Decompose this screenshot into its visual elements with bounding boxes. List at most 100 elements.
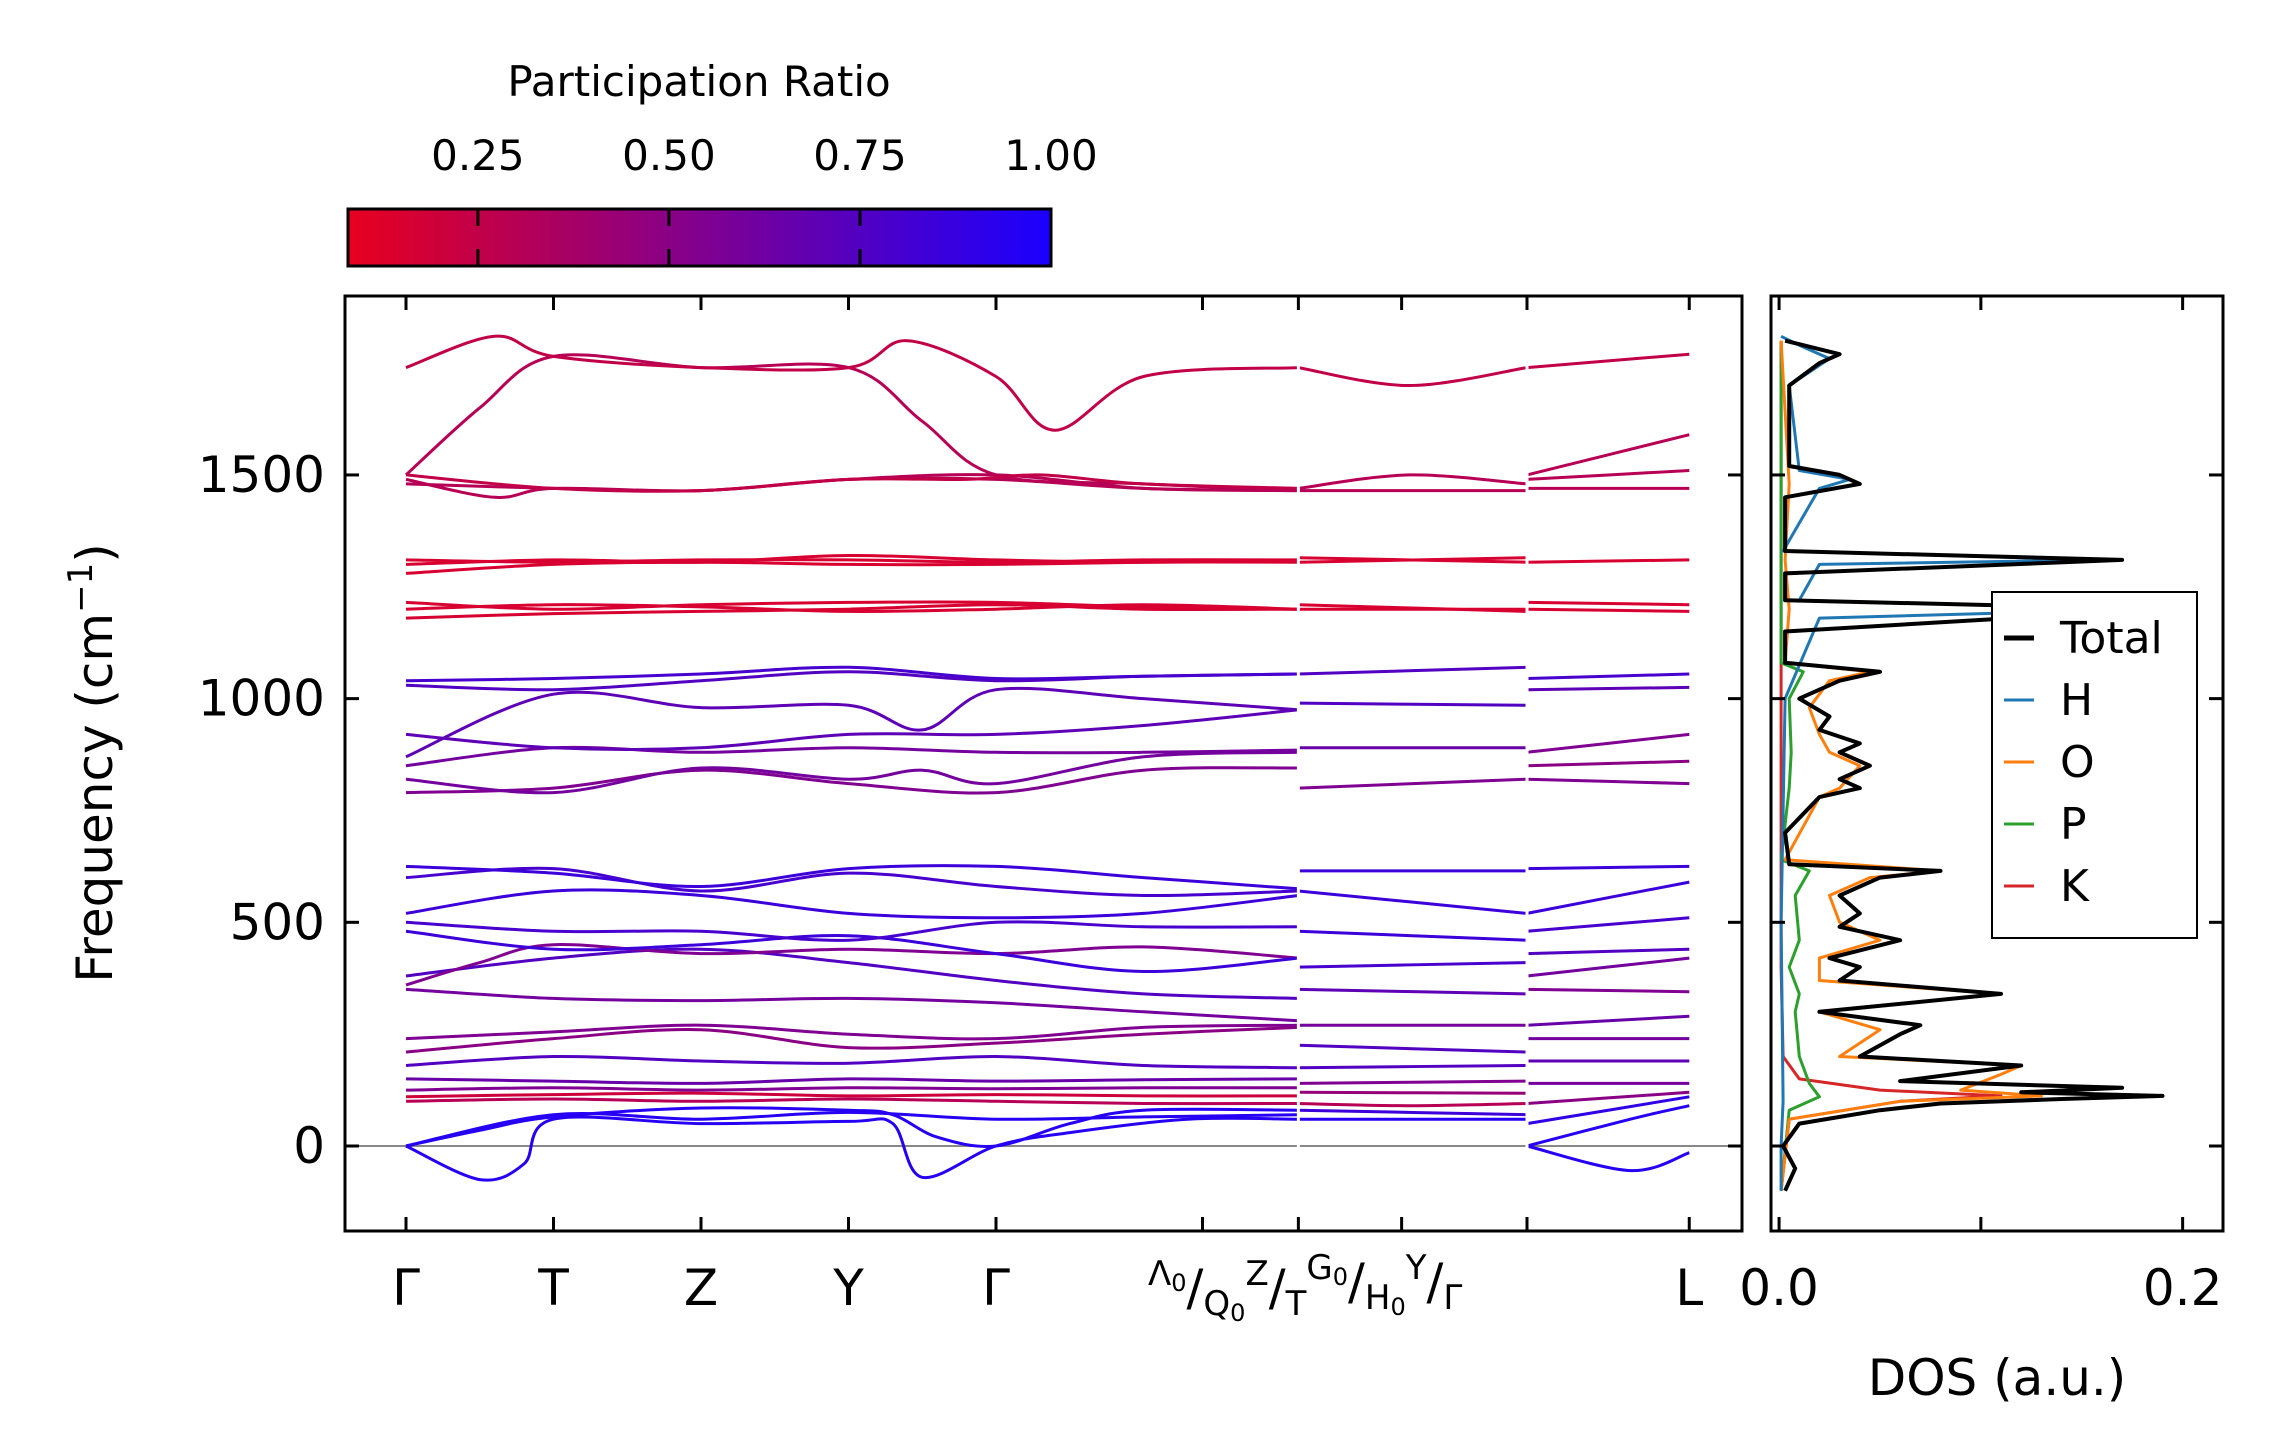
path-segment-gap <box>1525 298 1529 1229</box>
phonon-band <box>405 1086 1299 1092</box>
phonon-band <box>405 1077 1299 1085</box>
phonon-band <box>405 686 1299 759</box>
phonon-band <box>405 888 1299 920</box>
phonon-band <box>405 766 1299 795</box>
phonon-band <box>1298 473 1528 490</box>
band-axes-frame <box>343 294 1744 1233</box>
phonon-band <box>1526 600 1690 607</box>
dos-curves <box>1779 334 2165 1192</box>
kpoint-label: Γ <box>392 1259 420 1317</box>
colorbar-gradient <box>346 207 1053 268</box>
phonon-band <box>1298 1102 1528 1108</box>
phonon-band <box>405 603 1299 620</box>
phonon-band <box>1526 777 1690 786</box>
phonon-band <box>1526 880 1690 915</box>
phonon-band <box>405 708 1299 752</box>
phonon-band <box>1526 672 1690 680</box>
phonon-band <box>405 987 1299 1023</box>
phonon-band <box>1298 1043 1528 1054</box>
phonon-band <box>405 1054 1299 1070</box>
phonon-band <box>405 600 1299 611</box>
phonon-band <box>1526 1144 1690 1173</box>
phonon-band <box>1298 987 1528 996</box>
phonon-band <box>405 1097 1299 1106</box>
legend-label: P <box>2060 799 2087 850</box>
phonon-band <box>405 1025 1299 1054</box>
phonon-band <box>405 560 1299 575</box>
dos-axis-ticks <box>1771 296 2223 1231</box>
colorbar: Participation Ratio 0.25 0.50 0.75 1.00 <box>346 57 1098 268</box>
phonon-band <box>405 558 1299 564</box>
phonon-band <box>1298 366 1528 388</box>
phonon-band <box>405 1110 1299 1148</box>
frequency-tick-label: 1500 <box>198 446 325 504</box>
phonon-band <box>1526 864 1690 871</box>
dos-curve-o <box>1779 340 2043 1191</box>
phonon-band <box>1526 685 1690 692</box>
legend-label: O <box>2060 737 2095 788</box>
dos-axis-label: DOS (a.u.) <box>1868 1349 2127 1407</box>
kpoint-label: L <box>1675 1259 1703 1317</box>
phonon-band <box>405 1091 1299 1099</box>
band-axis-ticks <box>345 296 1742 1231</box>
colorbar-tick-label: 0.25 <box>431 131 525 180</box>
phonon-band <box>405 665 1299 683</box>
dos-tick-label: 0.2 <box>2143 1259 2223 1317</box>
phonon-band <box>405 920 1299 942</box>
phonon-band <box>1526 956 1690 978</box>
phonon-band <box>405 947 1299 1000</box>
phonon-band <box>1298 1108 1528 1117</box>
legend-label: H <box>2060 675 2093 726</box>
phonon-band <box>405 943 1299 987</box>
path-segment-gap <box>1296 298 1300 1229</box>
colorbar-tick-label: 0.75 <box>813 131 907 180</box>
frequency-tick-label: 1000 <box>198 670 325 728</box>
phonon-band <box>405 866 1299 898</box>
phonon-band <box>405 553 1299 566</box>
phonon-band <box>1298 1079 1528 1085</box>
phonon-band <box>1298 665 1528 676</box>
phonon-band <box>405 1023 1299 1041</box>
frequency-tick-labels: 0 500 1000 1500 <box>198 446 325 1175</box>
phonon-band <box>1526 1090 1690 1105</box>
phonon-bands <box>404 298 1690 1229</box>
phonon-band <box>1298 777 1528 790</box>
kpoint-label: Γ <box>982 1259 1010 1317</box>
colorbar-tick-label: 0.50 <box>622 131 716 180</box>
phonon-band <box>405 1115 1299 1182</box>
phonon-band <box>1526 1014 1690 1027</box>
phonon-band <box>1526 469 1690 481</box>
frequency-axis-label: Frequency (cm−1) <box>61 543 124 983</box>
phonon-band <box>1298 961 1528 969</box>
dos-curve-p <box>1779 340 1821 1191</box>
phonon-band <box>1526 1104 1690 1148</box>
dos-tick-labels: 0.0 0.2 <box>1739 1259 2222 1317</box>
phonon-band <box>1298 603 1528 613</box>
phonon-band <box>1526 759 1690 768</box>
band-structure-panel: 0 500 1000 1500 Γ T Z Y Γ L Λ0/Q0Z/TG0/H0Y/Γ Fre… <box>61 294 1744 1327</box>
legend-box <box>1991 591 2198 939</box>
kpoint-label: Y <box>832 1259 864 1317</box>
dos-tick-label: 0.0 <box>1739 1259 1819 1317</box>
phonon-band <box>1526 1095 1690 1126</box>
colorbar-tick-label: 1.00 <box>1004 131 1098 180</box>
phonon-band <box>1526 607 1690 613</box>
kpoint-label: T <box>537 1259 569 1317</box>
phonon-band <box>1298 701 1528 707</box>
dos-curve-total <box>1781 338 2165 1192</box>
phonon-band <box>405 334 1299 432</box>
phonon-band <box>405 864 1299 891</box>
phonon-band <box>405 750 1299 795</box>
phonon-band <box>1526 732 1690 754</box>
phonon-band <box>405 603 1299 613</box>
phonon-band <box>1526 352 1690 370</box>
phonon-band <box>405 473 1299 493</box>
phonon-band <box>1526 916 1690 933</box>
phonon-band <box>404 353 1299 493</box>
frequency-tick-label: 0 <box>293 1117 325 1175</box>
phonon-band <box>1298 556 1528 564</box>
kpoint-label: Z <box>684 1259 718 1317</box>
